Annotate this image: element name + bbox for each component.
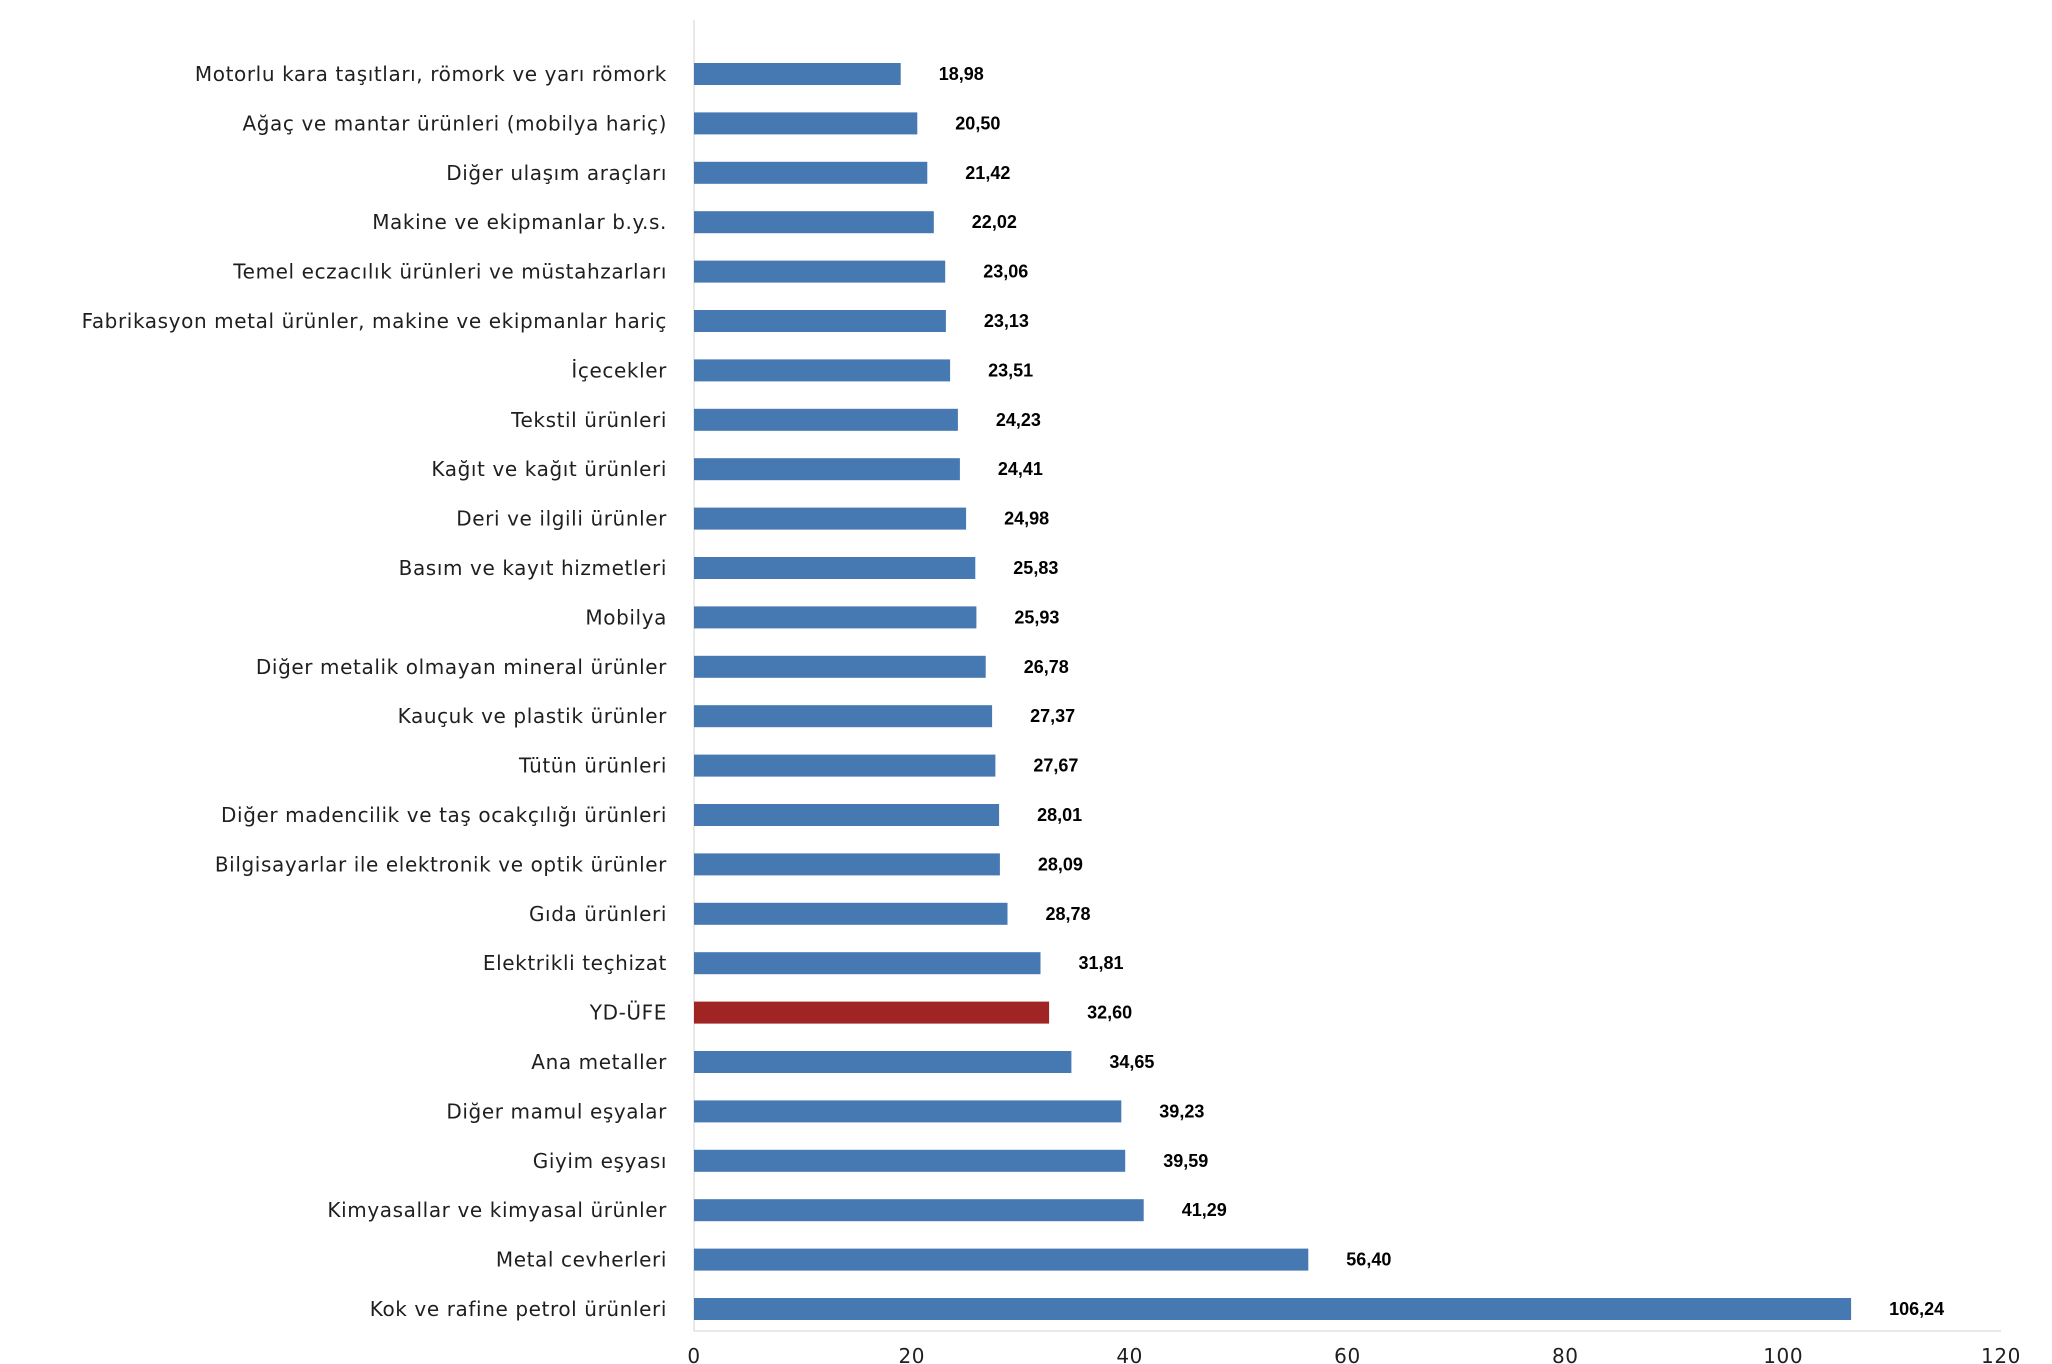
bar bbox=[694, 1199, 1144, 1222]
data-label: 23,06 bbox=[983, 262, 1028, 282]
category-label: Kimyasallar ve kimyasal ürünler bbox=[327, 1198, 667, 1222]
category-label: Mobilya bbox=[585, 605, 667, 629]
bar bbox=[694, 63, 901, 85]
bar bbox=[694, 606, 977, 629]
data-label: 22,02 bbox=[972, 212, 1017, 232]
category-label: Temel eczacılık ürünleri ve müstahzarlar… bbox=[232, 260, 667, 284]
category-label: Diğer mamul eşyalar bbox=[446, 1099, 667, 1123]
x-tick-label: 120 bbox=[1981, 1344, 2021, 1364]
bar-highlight bbox=[694, 1001, 1050, 1024]
category-label: Diğer madencilik ve taş ocakçılığı ürünl… bbox=[221, 803, 667, 827]
data-label: 27,67 bbox=[1033, 756, 1078, 776]
data-label: 18,98 bbox=[939, 64, 984, 84]
category-label: Fabrikasyon metal ürünler, makine ve eki… bbox=[82, 309, 667, 333]
category-label: Kağıt ve kağıt ürünleri bbox=[431, 457, 667, 481]
bar bbox=[694, 1298, 1852, 1320]
x-tick-label: 40 bbox=[1116, 1344, 1143, 1364]
category-label: Gıda ürünleri bbox=[529, 902, 667, 926]
category-label: Tekstil ürünleri bbox=[510, 408, 667, 432]
category-label: Kok ve rafine petrol ürünleri bbox=[370, 1297, 667, 1321]
category-label: Elektrikli teçhizat bbox=[483, 951, 667, 975]
data-label: 24,98 bbox=[1004, 509, 1049, 529]
category-label: Makine ve ekipmanlar b.y.s. bbox=[372, 210, 667, 234]
bar bbox=[694, 557, 976, 579]
data-label: 24,41 bbox=[998, 459, 1043, 479]
data-label: 23,13 bbox=[984, 311, 1029, 331]
data-label: 23,51 bbox=[988, 360, 1033, 380]
category-label: İçecekler bbox=[571, 358, 667, 382]
bar bbox=[694, 507, 967, 530]
bar bbox=[694, 754, 996, 777]
data-label: 25,83 bbox=[1013, 558, 1058, 578]
bar bbox=[694, 952, 1041, 975]
bar bbox=[694, 1248, 1309, 1271]
category-label: Motorlu kara taşıtları, römork ve yarı r… bbox=[195, 62, 667, 86]
category-label: Giyim eşyası bbox=[533, 1149, 667, 1173]
bar bbox=[694, 211, 934, 234]
bar bbox=[694, 359, 951, 382]
category-label: Tütün ürünleri bbox=[518, 754, 667, 778]
bar bbox=[694, 1051, 1072, 1073]
bar bbox=[694, 161, 928, 184]
data-label: 31,81 bbox=[1079, 953, 1124, 973]
bar bbox=[694, 1149, 1126, 1172]
x-tick-label: 80 bbox=[1552, 1344, 1579, 1364]
category-label: Kauçuk ve plastik ürünler bbox=[398, 704, 668, 728]
bar bbox=[694, 655, 986, 678]
bar bbox=[694, 408, 958, 431]
data-label: 56,40 bbox=[1346, 1250, 1391, 1270]
data-label: 21,42 bbox=[965, 163, 1010, 183]
data-label: 20,50 bbox=[955, 113, 1000, 133]
bar bbox=[694, 112, 918, 135]
data-label: 24,23 bbox=[996, 410, 1041, 430]
bar bbox=[694, 804, 1000, 826]
category-label: Deri ve ilgili ürünler bbox=[456, 507, 667, 531]
bar bbox=[694, 902, 1008, 925]
data-label: 25,93 bbox=[1014, 607, 1059, 627]
data-label: 39,59 bbox=[1163, 1151, 1208, 1171]
bar bbox=[694, 260, 946, 283]
data-label: 34,65 bbox=[1109, 1052, 1154, 1072]
category-label: Metal cevherleri bbox=[496, 1248, 667, 1272]
data-label: 26,78 bbox=[1024, 657, 1069, 677]
data-label: 28,78 bbox=[1046, 904, 1091, 924]
category-label: YD-ÜFE bbox=[589, 1001, 667, 1025]
x-tick-label: 100 bbox=[1763, 1344, 1803, 1364]
category-label: Diğer ulaşım araçları bbox=[446, 161, 667, 185]
x-tick-label: 60 bbox=[1334, 1344, 1361, 1364]
data-label: 32,60 bbox=[1087, 1003, 1132, 1023]
category-label: Ana metaller bbox=[531, 1050, 667, 1074]
data-label: 41,29 bbox=[1182, 1200, 1227, 1220]
category-label: Bilgisayarlar ile elektronik ve optik ür… bbox=[215, 852, 667, 876]
data-label: 28,09 bbox=[1038, 854, 1083, 874]
bar bbox=[694, 705, 993, 728]
bar bbox=[694, 853, 1000, 876]
x-tick-label: 20 bbox=[898, 1344, 925, 1364]
data-label: 28,01 bbox=[1037, 805, 1082, 825]
bar bbox=[694, 1100, 1122, 1123]
x-tick-label: 0 bbox=[687, 1344, 700, 1364]
category-label: Diğer metalik olmayan mineral ürünler bbox=[256, 655, 667, 679]
category-label: Ağaç ve mantar ürünleri (mobilya hariç) bbox=[242, 111, 667, 135]
bar bbox=[694, 310, 946, 332]
data-label: 39,23 bbox=[1159, 1101, 1204, 1121]
data-label: 106,24 bbox=[1889, 1299, 1944, 1319]
bar bbox=[694, 458, 960, 481]
category-label: Basım ve kayıt hizmetleri bbox=[399, 556, 667, 580]
data-label: 27,37 bbox=[1030, 706, 1075, 726]
